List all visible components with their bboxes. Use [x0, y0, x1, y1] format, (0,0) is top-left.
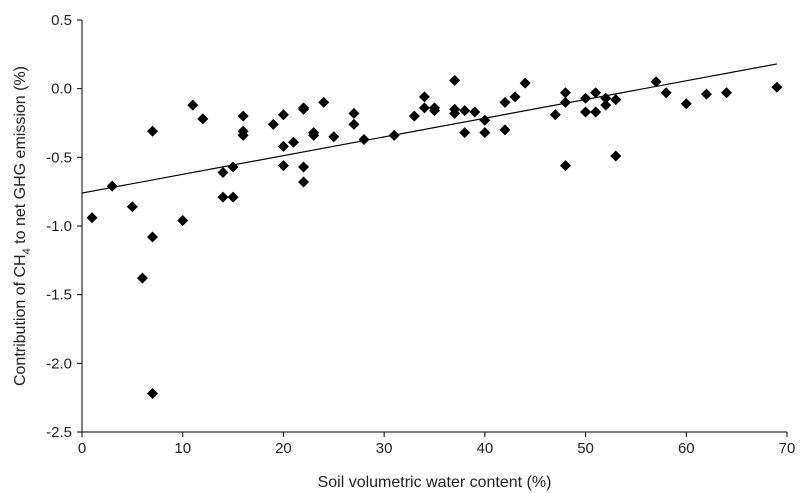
y-tick-label: -0.5 [46, 149, 72, 166]
data-point [86, 212, 98, 224]
data-point [308, 129, 320, 141]
data-point [277, 109, 289, 121]
data-point [147, 125, 158, 137]
data-point [721, 87, 733, 99]
y-tick-label: 0.5 [51, 12, 72, 29]
data-point [267, 118, 279, 130]
data-point [237, 110, 249, 122]
x-tick-label: 50 [577, 440, 594, 457]
data-point [499, 124, 511, 136]
data-point [348, 118, 360, 130]
data-point [358, 133, 370, 145]
data-point [459, 105, 471, 117]
data-point [449, 74, 461, 86]
data-point [509, 91, 521, 103]
x-tick-label: 20 [275, 440, 292, 457]
x-axis-title: Soil volumetric water content (%) [318, 474, 552, 491]
data-point [590, 106, 602, 118]
data-point [590, 87, 602, 99]
y-tick-label: -2.5 [46, 424, 72, 441]
data-point [429, 105, 440, 117]
data-point [600, 92, 612, 104]
y-axis-title-post: to net GHG emission (%) [12, 66, 29, 248]
data-points [86, 74, 783, 400]
data-point [277, 160, 289, 172]
data-point [559, 96, 571, 108]
x-tick-label: 70 [779, 440, 796, 457]
data-point [318, 96, 330, 108]
data-point [469, 106, 481, 118]
data-point [298, 176, 310, 188]
y-tick-label: -2.0 [46, 355, 72, 372]
ticks [77, 19, 788, 437]
data-point [449, 107, 461, 119]
data-point [106, 180, 118, 192]
data-point [147, 388, 158, 400]
data-point [227, 161, 239, 173]
y-axis-title-pre: Contribution of CH [12, 254, 29, 386]
data-point [187, 99, 199, 111]
data-point [650, 76, 662, 88]
data-point [418, 91, 430, 103]
trendline [81, 63, 778, 194]
data-point [418, 102, 430, 114]
x-tick-label: 30 [376, 440, 393, 457]
data-point [217, 191, 229, 203]
data-point [126, 201, 138, 213]
x-tick-label: 40 [477, 440, 494, 457]
data-point [147, 231, 158, 243]
data-point [700, 88, 712, 100]
data-point [771, 81, 783, 93]
data-point [388, 129, 400, 141]
data-point [288, 136, 299, 148]
data-point [136, 272, 148, 284]
data-point [580, 106, 592, 118]
data-point [479, 127, 491, 139]
data-point [348, 107, 360, 119]
data-point [479, 114, 491, 126]
y-tick-label: 0.0 [51, 81, 72, 98]
data-point [277, 140, 289, 152]
data-point [559, 87, 571, 99]
data-point [298, 103, 310, 115]
data-point [177, 215, 189, 227]
data-point [610, 150, 622, 162]
data-point [680, 98, 692, 110]
data-point [580, 92, 592, 104]
x-tick-label: 10 [174, 440, 191, 457]
y-tick-label: -1.0 [46, 218, 72, 235]
data-point [660, 87, 672, 99]
data-point [519, 77, 531, 89]
data-point [217, 166, 229, 178]
data-point [298, 161, 310, 173]
data-point [459, 127, 471, 139]
data-point [328, 131, 340, 143]
data-point [559, 160, 571, 172]
x-tick-label: 60 [678, 440, 695, 457]
y-axis-title-subscript: 4 [21, 248, 33, 254]
tick-labels: 0 10 20 30 40 50 60 70 0.5 0.0 -0.5 -1.0 -1.5 -2.0 -2.… [46, 12, 795, 457]
data-point [408, 110, 420, 122]
data-point [499, 96, 511, 108]
data-point [610, 94, 622, 106]
x-tick-label: 0 [78, 440, 86, 457]
data-point [237, 129, 249, 141]
data-point [549, 109, 561, 121]
y-axis-title: Contribution of CH4 to net GHG emission … [12, 66, 33, 386]
data-point [197, 113, 209, 125]
data-point [600, 99, 612, 111]
y-tick-label: -1.5 [46, 287, 72, 304]
data-point [227, 191, 239, 203]
